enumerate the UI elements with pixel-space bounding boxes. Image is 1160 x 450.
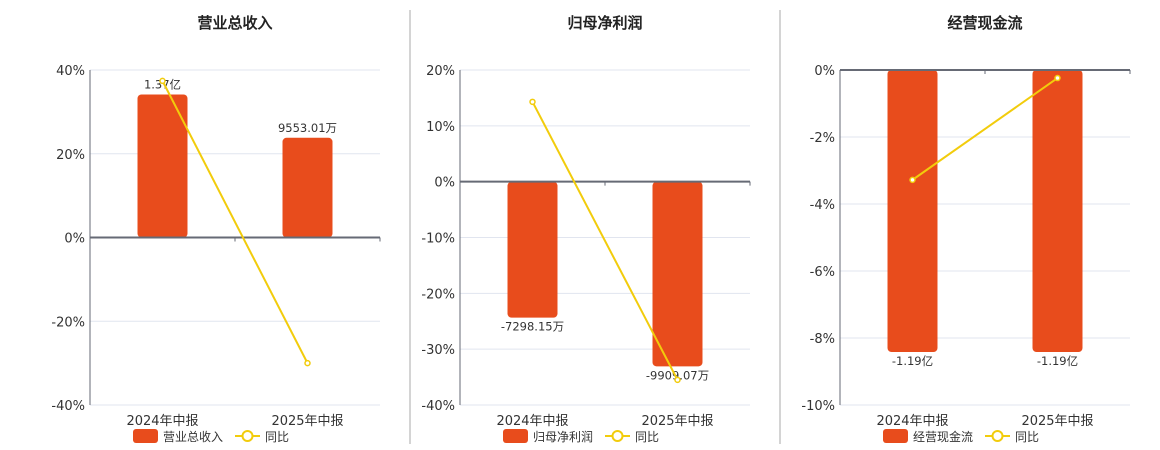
y-tick-label: -8% (810, 332, 835, 347)
chart-title: 经营现金流 (947, 14, 1022, 32)
bar-value-label: -1.19亿 (1037, 354, 1078, 368)
y-tick-label: -10% (801, 399, 835, 414)
yoy-point (529, 98, 536, 106)
x-tick-label: 2025年中报 (641, 414, 713, 429)
y-tick-label: -40% (51, 399, 85, 414)
y-tick-label: 20% (426, 64, 455, 79)
bar-value-label: 1.37亿 (144, 78, 181, 92)
y-tick-label: 40% (56, 64, 85, 79)
bar (887, 70, 938, 352)
y-tick-label: 0% (434, 176, 455, 191)
legend-bar-swatch (503, 429, 528, 443)
yoy-point (1054, 74, 1061, 82)
y-tick-label: 0% (64, 232, 85, 247)
legend-bar-label: 归母净利润 (533, 430, 593, 444)
legend-bar-swatch (133, 429, 158, 443)
yoy-line (161, 80, 309, 364)
bar-value-label: 9553.01万 (278, 121, 337, 135)
legend-bar-label: 经营现金流 (913, 429, 973, 444)
bar (1032, 70, 1083, 352)
legend-line-label: 同比 (1015, 430, 1039, 444)
yoy-line (911, 77, 1059, 181)
y-tick-label: -2% (810, 131, 835, 146)
yoy-point (159, 77, 166, 85)
chart-title: 归母净利润 (567, 14, 642, 32)
legend-line-label: 同比 (635, 430, 659, 444)
y-tick-label: 0% (814, 64, 835, 79)
y-tick-label: -20% (421, 287, 455, 302)
x-tick-label: 2025年中报 (271, 414, 343, 429)
bar-value-label: -7298.15万 (501, 320, 564, 334)
legend-line-marker (241, 430, 254, 442)
y-tick-label: 10% (426, 120, 455, 135)
bar (652, 181, 703, 367)
y-tick-label: 20% (56, 148, 85, 163)
yoy-point (909, 176, 916, 184)
legend-line-marker (611, 430, 624, 442)
yoy-line (531, 101, 679, 381)
y-tick-label: -10% (421, 232, 455, 247)
y-tick-label: -40% (421, 399, 455, 414)
bar (282, 137, 333, 238)
bar-value-label: -1.19亿 (892, 354, 933, 368)
legend-line-label: 同比 (265, 430, 289, 444)
yoy-point (304, 359, 311, 367)
bar (137, 94, 188, 238)
yoy-point (674, 376, 681, 384)
chart-title: 营业总收入 (197, 14, 272, 32)
x-tick-label: 2024年中报 (876, 414, 948, 429)
x-tick-label: 2024年中报 (496, 414, 568, 429)
x-tick-label: 2024年中报 (126, 414, 198, 429)
y-tick-label: -30% (421, 343, 455, 358)
y-tick-label: -6% (810, 265, 835, 280)
y-tick-label: -20% (51, 315, 85, 330)
y-tick-label: -4% (810, 198, 835, 213)
legend-bar-swatch (883, 429, 908, 443)
bar (507, 181, 558, 318)
legend-line-marker (991, 430, 1004, 442)
x-tick-label: 2025年中报 (1021, 414, 1093, 429)
bar-value-label: -9909.07万 (646, 368, 709, 382)
legend-bar-label: 营业总收入 (163, 430, 223, 444)
